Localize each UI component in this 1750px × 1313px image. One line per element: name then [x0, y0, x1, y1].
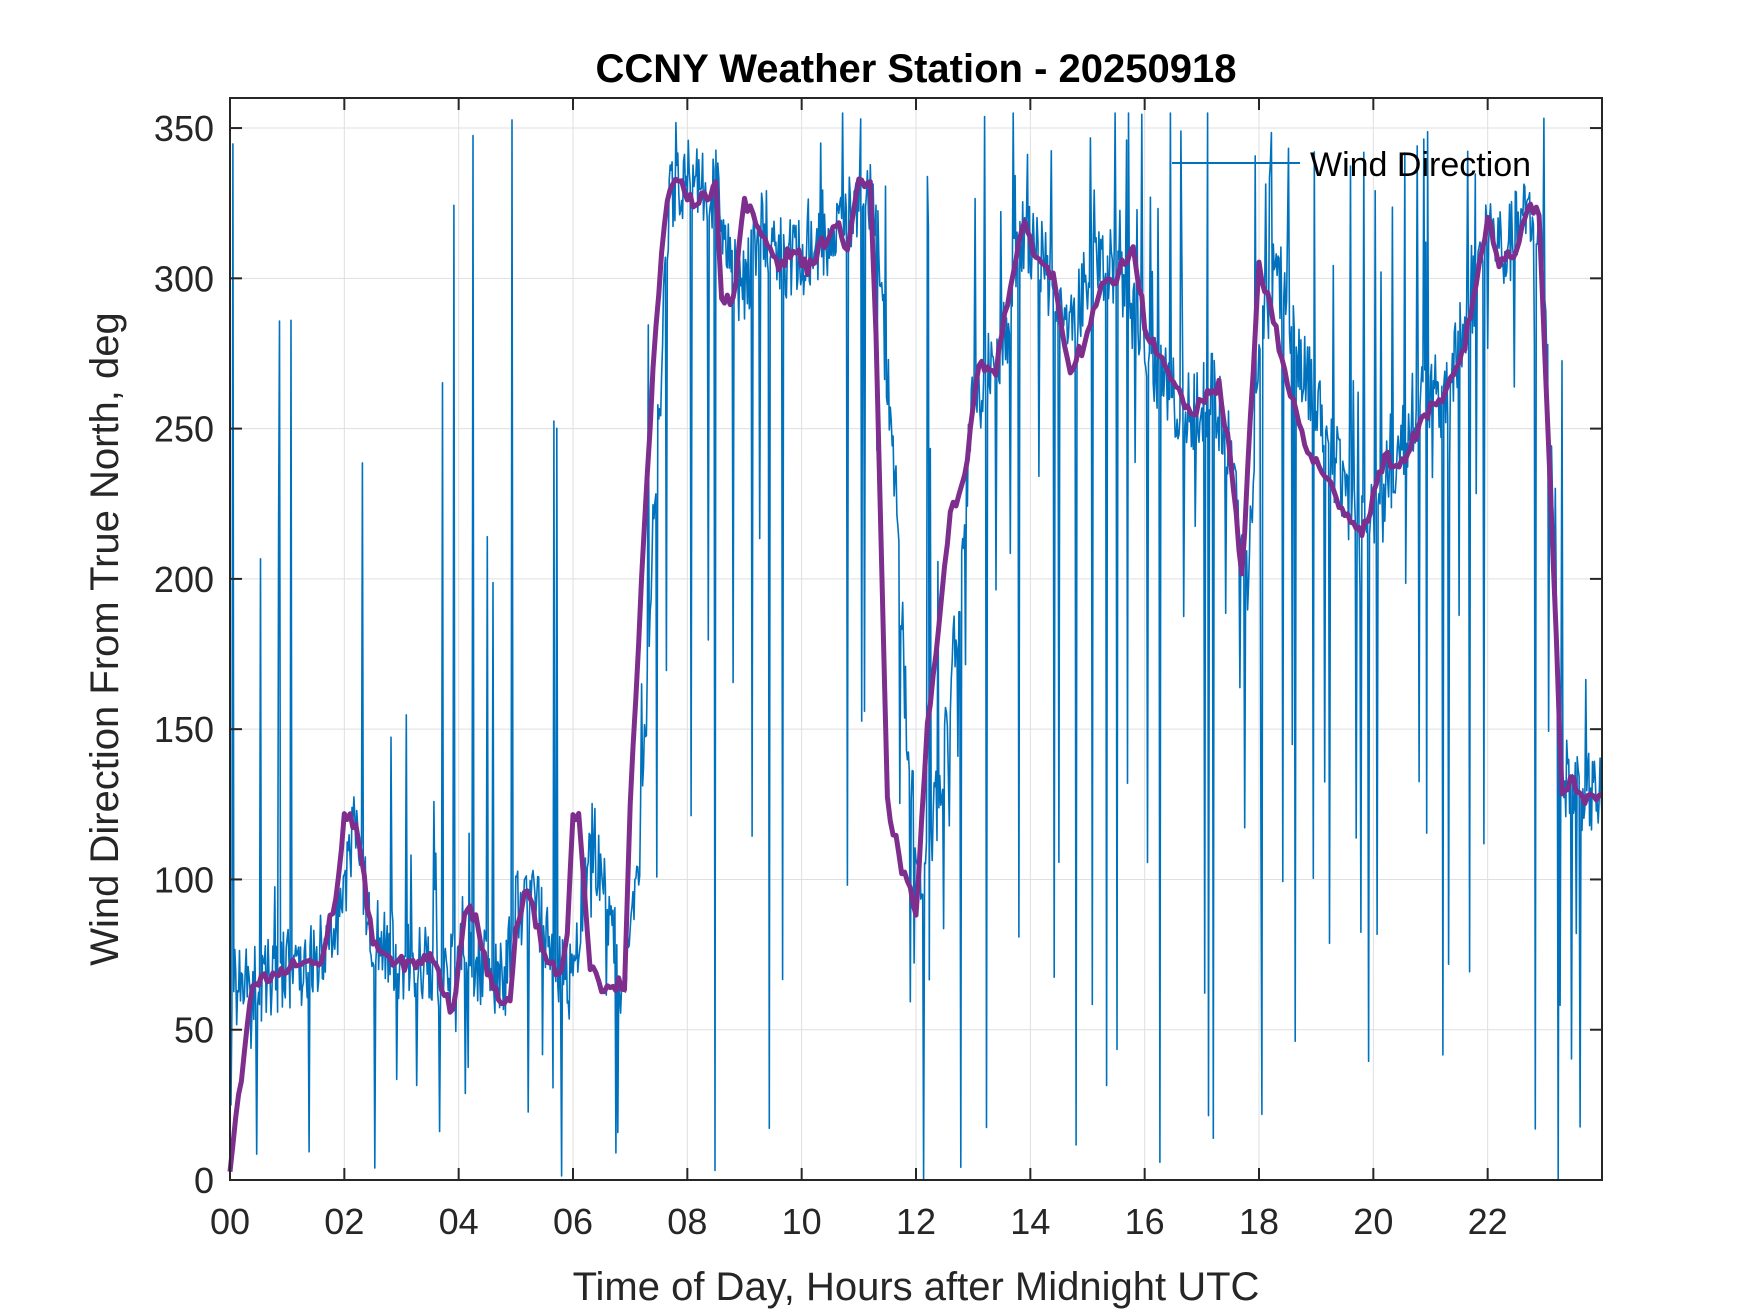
data-lines [227, 112, 1604, 1181]
x-tick-label: 20 [1353, 1201, 1393, 1242]
x-tick-label: 08 [667, 1201, 707, 1242]
x-axis-label: Time of Day, Hours after Midnight UTC [573, 1265, 1260, 1309]
x-tick-label: 16 [1125, 1201, 1165, 1242]
y-tick-label: 250 [154, 409, 214, 450]
y-tick-labels: 0 50 100 150 200 250 300 350 [154, 108, 214, 1201]
series-line-smoothed [227, 176, 1604, 1172]
x-tick-label: 22 [1468, 1201, 1508, 1242]
y-tick-label: 300 [154, 258, 214, 299]
y-tick-label: 50 [174, 1010, 214, 1051]
x-tick-label: 12 [896, 1201, 936, 1242]
y-tick-label: 350 [154, 108, 214, 149]
y-tick-label: 150 [154, 709, 214, 750]
y-tick-label: 200 [154, 559, 214, 600]
y-tick-label: 0 [194, 1160, 214, 1201]
y-tick-label: 100 [154, 859, 214, 900]
y-axis-label: Wind Direction From True North, deg [83, 312, 127, 966]
chart-title: CCNY Weather Station - 20250918 [596, 47, 1237, 91]
x-tick-label: 04 [439, 1201, 479, 1242]
x-tick-label: 00 [210, 1201, 250, 1242]
tick-marks [229, 98, 1602, 1181]
legend-label-wind-direction: Wind Direction [1310, 146, 1531, 184]
legend: Wind Direction [1172, 146, 1531, 184]
x-tick-label: 18 [1239, 1201, 1279, 1242]
x-tick-label: 02 [324, 1201, 364, 1242]
x-tick-labels: 00 02 04 06 08 10 12 14 16 18 20 22 [210, 1201, 1508, 1242]
x-tick-label: 10 [782, 1201, 822, 1242]
x-tick-label: 14 [1010, 1201, 1050, 1242]
x-tick-label: 06 [553, 1201, 593, 1242]
